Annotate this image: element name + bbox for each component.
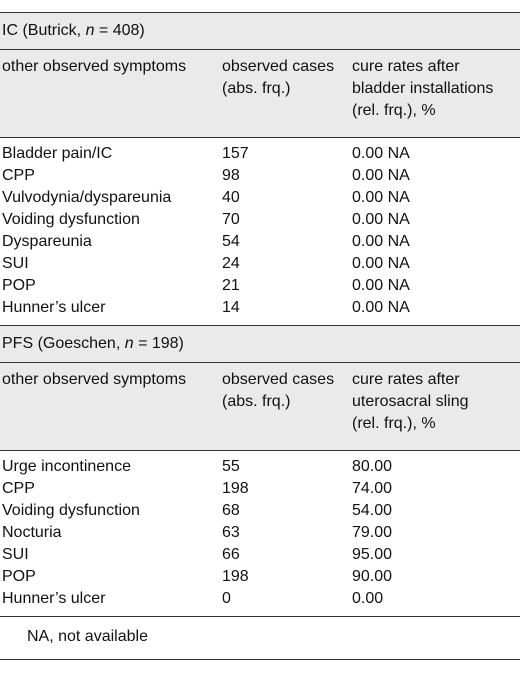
cell-symptom: SUI bbox=[2, 546, 29, 563]
cell-symptom: Hunner’s ulcer bbox=[2, 299, 106, 316]
table-row: Voiding dysfunction 70 0.00 NA bbox=[0, 209, 520, 231]
cell-cases: 21 bbox=[222, 277, 240, 294]
section-title-text: PFS (Goeschen, bbox=[2, 335, 125, 352]
cell-cases: 68 bbox=[222, 502, 240, 519]
cell-cure: 0.00 NA bbox=[352, 255, 410, 272]
cell-cases: 70 bbox=[222, 211, 240, 228]
table-row: POP 21 0.00 NA bbox=[0, 275, 520, 297]
header-line: (abs. frq.) bbox=[222, 393, 291, 410]
cell-cases: 157 bbox=[222, 145, 249, 162]
header-line: (rel. frq.), % bbox=[352, 102, 436, 119]
table-row: Dyspareunia 54 0.00 NA bbox=[0, 231, 520, 253]
cell-cure: 95.00 bbox=[352, 546, 393, 563]
header-rule bbox=[0, 450, 520, 451]
header-line: bladder installations bbox=[352, 80, 494, 97]
header-rule bbox=[0, 137, 520, 138]
symptoms-table: IC (Butrick, n = 408) other observed sym… bbox=[0, 12, 520, 660]
header-line: (abs. frq.) bbox=[222, 80, 291, 97]
header-line: cure rates after bbox=[352, 371, 460, 388]
section-title-pfs: PFS (Goeschen, n = 198) bbox=[0, 326, 520, 362]
header-line: observed cases bbox=[222, 371, 335, 388]
table-top-rule bbox=[0, 12, 520, 13]
table-row: CPP 98 0.00 NA bbox=[0, 165, 520, 187]
cell-symptom: CPP bbox=[2, 167, 35, 184]
cell-cases: 63 bbox=[222, 524, 240, 541]
section-title-ic: IC (Butrick, n = 408) bbox=[0, 13, 520, 49]
cell-symptom: SUI bbox=[2, 255, 29, 272]
column-header-pfs: other observed symptoms observed cases (… bbox=[0, 363, 520, 450]
section-rule bbox=[0, 49, 520, 50]
table-row: Urge incontinence 55 80.00 bbox=[0, 456, 520, 478]
cell-symptom: POP bbox=[2, 277, 36, 294]
section-title-count: = 408) bbox=[94, 22, 145, 39]
cell-cure: 0.00 NA bbox=[352, 299, 410, 316]
section-rule bbox=[0, 362, 520, 363]
section-title-count: = 198) bbox=[133, 335, 184, 352]
cell-symptom: Voiding dysfunction bbox=[2, 211, 140, 228]
header-symptoms: other observed symptoms bbox=[2, 371, 187, 388]
column-header-ic: other observed symptoms observed cases (… bbox=[0, 50, 520, 137]
table-row: SUI 24 0.00 NA bbox=[0, 253, 520, 275]
header-observed-cases: observed cases (abs. frq.) bbox=[222, 56, 334, 100]
cell-symptom: Hunner’s ulcer bbox=[2, 590, 106, 607]
table-row: SUI 66 95.00 bbox=[0, 544, 520, 566]
header-observed-cases: observed cases (abs. frq.) bbox=[222, 369, 334, 413]
table-footnote: NA, not available bbox=[27, 628, 148, 645]
section-title-text: IC (Butrick, bbox=[2, 22, 86, 39]
table-row: Vulvodynia/dyspareunia 40 0.00 NA bbox=[0, 187, 520, 209]
table-row: POP 198 90.00 bbox=[0, 566, 520, 588]
table-row: Bladder pain/IC 157 0.00 NA bbox=[0, 143, 520, 165]
table-row: Hunner’s ulcer 14 0.00 NA bbox=[0, 297, 520, 319]
cell-cases: 54 bbox=[222, 233, 240, 250]
cell-symptom: Voiding dysfunction bbox=[2, 502, 140, 519]
cell-cure: 90.00 bbox=[352, 568, 393, 585]
cell-cure: 0.00 bbox=[352, 590, 384, 607]
table-row: Nocturia 63 79.00 bbox=[0, 522, 520, 544]
cell-cure: 0.00 NA bbox=[352, 145, 410, 162]
cell-symptom: Urge incontinence bbox=[2, 458, 131, 475]
cell-symptom: Nocturia bbox=[2, 524, 62, 541]
cell-cases: 98 bbox=[222, 167, 240, 184]
cell-cure: 54.00 bbox=[352, 502, 393, 519]
cell-cure: 0.00 NA bbox=[352, 233, 410, 250]
cell-cases: 14 bbox=[222, 299, 240, 316]
rows-ic: Bladder pain/IC 157 0.00 NA CPP 98 0.00 NA V… bbox=[0, 138, 520, 325]
cell-cure: 79.00 bbox=[352, 524, 393, 541]
cell-cases: 66 bbox=[222, 546, 240, 563]
table-row: Hunner’s ulcer 0 0.00 bbox=[0, 588, 520, 610]
cell-cases: 55 bbox=[222, 458, 240, 475]
cell-symptom: POP bbox=[2, 568, 36, 585]
cell-symptom: Vulvodynia/dyspareunia bbox=[2, 189, 172, 206]
header-line: (rel. frq.), % bbox=[352, 415, 436, 432]
cell-symptom: Dyspareunia bbox=[2, 233, 92, 250]
cell-cases: 198 bbox=[222, 568, 249, 585]
header-symptoms: other observed symptoms bbox=[2, 58, 187, 75]
cell-cases: 0 bbox=[222, 590, 231, 607]
cell-cases: 40 bbox=[222, 189, 240, 206]
header-line: observed cases bbox=[222, 58, 335, 75]
cell-cases: 198 bbox=[222, 480, 249, 497]
rows-pfs: Urge incontinence 55 80.00 CPP 198 74.00 Voi… bbox=[0, 451, 520, 616]
header-cure-rates: cure rates after bladder installations (… bbox=[352, 56, 493, 122]
section-title-n: n bbox=[124, 335, 134, 352]
table-row: CPP 198 74.00 bbox=[0, 478, 520, 500]
cell-cure: 0.00 NA bbox=[352, 277, 410, 294]
section-end-rule bbox=[0, 325, 520, 326]
header-cure-rates: cure rates after uterosacral sling (rel.… bbox=[352, 369, 469, 435]
table-row: Voiding dysfunction 68 54.00 bbox=[0, 500, 520, 522]
cell-symptom: Bladder pain/IC bbox=[2, 145, 113, 162]
header-line: uterosacral sling bbox=[352, 393, 469, 410]
cell-cure: 0.00 NA bbox=[352, 211, 410, 228]
cell-cure: 74.00 bbox=[352, 480, 393, 497]
cell-cure: 80.00 bbox=[352, 458, 393, 475]
footnote-rule bbox=[0, 616, 520, 617]
header-line: cure rates after bbox=[352, 58, 460, 75]
section-title-n: n bbox=[85, 22, 95, 39]
table-bottom-rule bbox=[0, 659, 520, 660]
cell-cases: 24 bbox=[222, 255, 240, 272]
cell-cure: 0.00 NA bbox=[352, 167, 410, 184]
cell-symptom: CPP bbox=[2, 480, 35, 497]
cell-cure: 0.00 NA bbox=[352, 189, 410, 206]
